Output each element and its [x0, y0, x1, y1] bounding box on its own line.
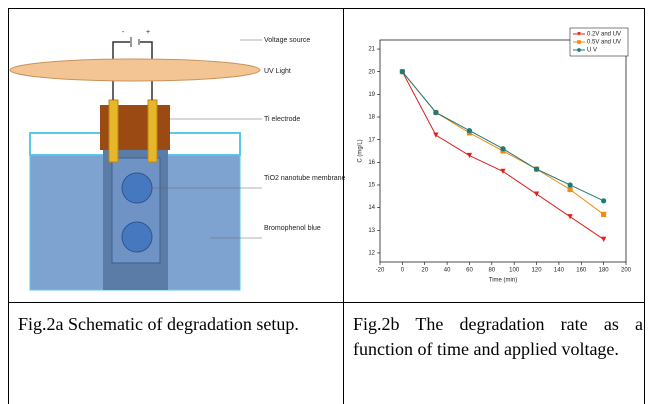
membrane: [122, 222, 152, 252]
x-tick-label: 120: [532, 268, 543, 274]
y-axis-label: C (mg/L): [358, 139, 364, 162]
label: Bromophenol blue: [264, 225, 321, 232]
marker: [467, 128, 472, 133]
membrane: [122, 173, 152, 203]
x-tick-label: 200: [621, 268, 632, 274]
row-divider: [8, 302, 645, 303]
polarity: -: [122, 29, 125, 36]
y-tick-label: 12: [368, 251, 375, 257]
legend-label: U V: [587, 48, 597, 54]
series-line: [402, 72, 603, 201]
page: {"schematic": {"polarity": ["-", "+"], "…: [0, 0, 652, 404]
legend-label: 0.5V and UV: [587, 40, 621, 46]
series-line: [402, 72, 603, 215]
x-axis-label: Time (min): [489, 278, 517, 284]
marker: [534, 167, 539, 172]
y-tick-label: 21: [368, 47, 375, 53]
marker: [500, 146, 505, 151]
label: UV Light: [264, 68, 291, 75]
electrode: [109, 100, 118, 162]
chart: -20 0 20 40 60 80 100 120 140 160 180 200 12 13 14 15 16…: [358, 28, 632, 284]
label: Ti electrode: [264, 116, 300, 123]
y-tick-label: 16: [368, 160, 375, 166]
label: TiO2 nanotube membrane: [264, 175, 346, 182]
series-line: [402, 72, 603, 240]
marker: [567, 182, 572, 187]
x-tick-label: 20: [421, 268, 428, 274]
x-tick-label: 40: [444, 268, 451, 274]
marker: [601, 198, 606, 203]
caption: Fig.2a Schematic of degradation setup.: [18, 312, 334, 337]
electrode: [148, 100, 157, 162]
y-tick-label: 14: [368, 205, 375, 211]
legend-label: 0.2V and UV: [587, 32, 621, 38]
marker: [601, 212, 606, 217]
x-tick-label: 140: [554, 268, 565, 274]
x-tick-label: -20: [376, 268, 385, 274]
legend-marker: [577, 48, 581, 52]
y-tick-label: 13: [368, 228, 375, 234]
label: Voltage source: [264, 37, 310, 44]
y-tick-label: 20: [368, 69, 375, 75]
x-tick-label: 60: [466, 268, 473, 274]
marker: [567, 187, 572, 192]
figure: - + Voltage source UV Light Ti electrode…: [0, 0, 652, 302]
marker: [601, 237, 606, 242]
y-tick-label: 19: [368, 92, 375, 98]
x-tick-label: 100: [509, 268, 520, 274]
marker: [467, 153, 472, 158]
caption: Fig.2b The degradation rate as a functio…: [353, 312, 643, 362]
schematic: - + Voltage source UV Light Ti electrode…: [10, 29, 346, 290]
y-tick-label: 15: [368, 183, 375, 189]
x-tick-label: 160: [576, 268, 587, 274]
y-tick-label: 17: [368, 137, 375, 143]
polarity: +: [146, 29, 150, 36]
x-tick-label: 180: [599, 268, 610, 274]
y-tick-label: 18: [368, 115, 375, 121]
x-tick-label: 0: [401, 268, 405, 274]
marker: [400, 69, 405, 74]
uv-lamp: [10, 59, 260, 81]
marker: [433, 133, 438, 138]
x-tick-label: 80: [488, 268, 495, 274]
legend-marker: [577, 40, 581, 44]
marker: [433, 110, 438, 115]
